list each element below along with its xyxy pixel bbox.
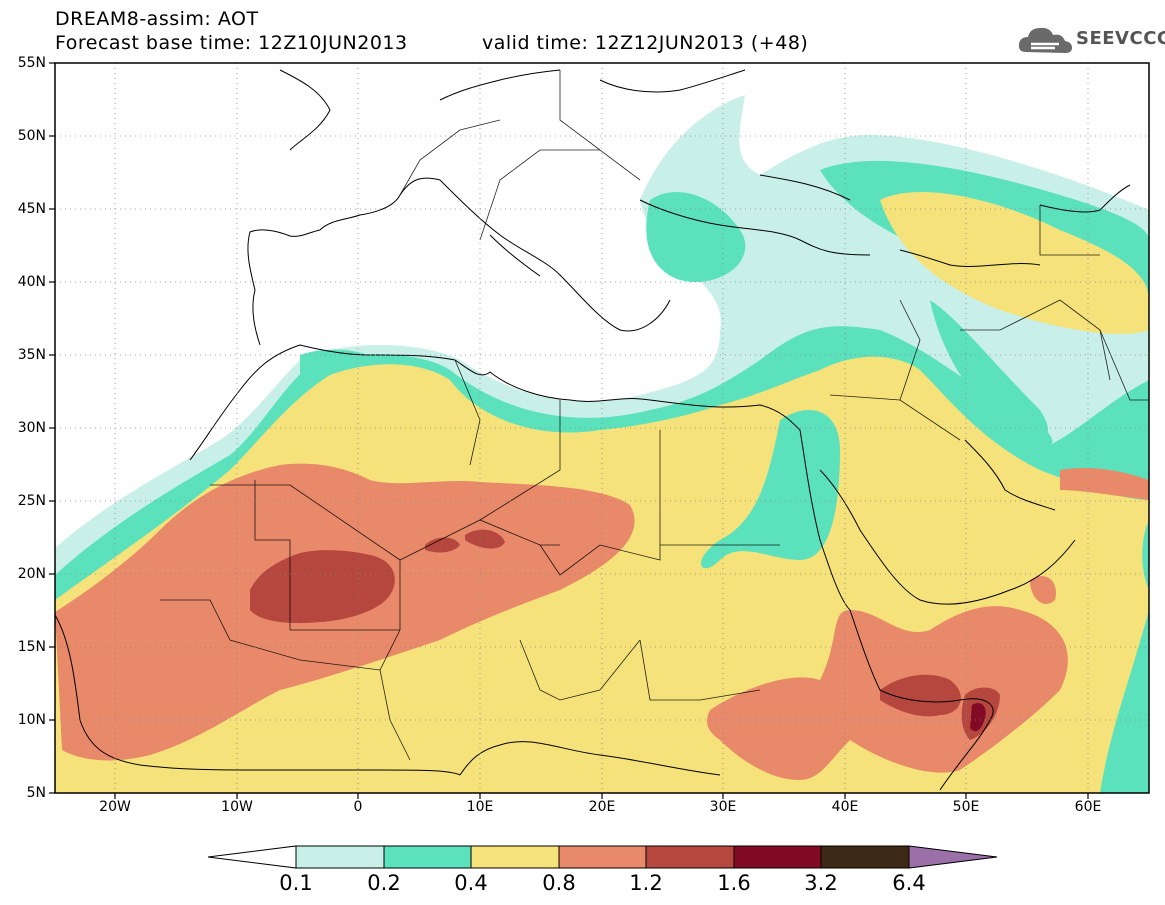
lon-label: 50E: [952, 799, 980, 815]
colorbar-label: 1.6: [717, 871, 751, 895]
lat-label: 50N: [17, 128, 46, 144]
country-borders: [160, 70, 1149, 761]
colorbar-label: 3.2: [804, 871, 838, 895]
aot-contour-1.6: [970, 703, 986, 732]
graticule: [55, 63, 1149, 793]
colorbar-label: 1.2: [629, 871, 663, 895]
colorbar-bin-3.2: [820, 845, 910, 869]
lat-label: 5N: [26, 785, 46, 801]
colorbar-under: [207, 845, 297, 869]
lat-label: 30N: [17, 420, 46, 436]
colorbar-label: 0.2: [367, 871, 401, 895]
colorbar-label: 6.4: [892, 871, 926, 895]
logo-text: SEEVCCC: [1076, 28, 1165, 49]
aot-field: [55, 63, 1149, 793]
cloud-icon: [1018, 27, 1072, 53]
colorbar-bin-0.4: [470, 845, 560, 869]
lat-label: 40N: [17, 274, 46, 290]
lat-label: 35N: [17, 347, 46, 363]
colorbar-bin-0.1: [295, 845, 385, 869]
axis-ticks: [49, 62, 1089, 799]
lon-label: 20W: [99, 799, 131, 815]
lat-label: 25N: [17, 493, 46, 509]
lat-label: 15N: [17, 639, 46, 655]
aot-contour-1.2: [250, 529, 1000, 740]
forecast-base-time: Forecast base time: 12Z10JUN2013: [55, 32, 408, 54]
colorbar-label: 0.8: [542, 871, 576, 895]
map-title: DREAM8-assim: AOT: [55, 8, 259, 30]
lon-label: 10W: [221, 799, 253, 815]
colorbar: [207, 845, 998, 869]
colorbar-over: [908, 845, 998, 869]
lat-label: 45N: [17, 201, 46, 217]
aot-contour-0.8: [55, 463, 1149, 780]
colorbar-label: 0.1: [279, 871, 313, 895]
lon-label: 40E: [831, 799, 859, 815]
lon-label: 0: [353, 799, 363, 815]
colorbar-label: 0.4: [454, 871, 488, 895]
colorbar-bin-1.6: [733, 845, 822, 869]
coastlines: [55, 69, 1131, 791]
lat-label: 10N: [17, 712, 46, 728]
lon-label: 20E: [588, 799, 616, 815]
lon-label: 60E: [1074, 799, 1102, 815]
lon-label: 30E: [709, 799, 737, 815]
colorbar-bin-1.2: [645, 845, 735, 869]
lon-label: 10E: [466, 799, 494, 815]
colorbar-bin-0.8: [558, 845, 647, 869]
colorbar-bin-0.2: [383, 845, 472, 869]
seevccc-logo: SEEVCCC: [1018, 22, 1165, 58]
lat-label: 55N: [17, 55, 46, 71]
valid-time: valid time: 12Z12JUN2013 (+48): [482, 32, 809, 54]
lat-label: 20N: [17, 566, 46, 582]
